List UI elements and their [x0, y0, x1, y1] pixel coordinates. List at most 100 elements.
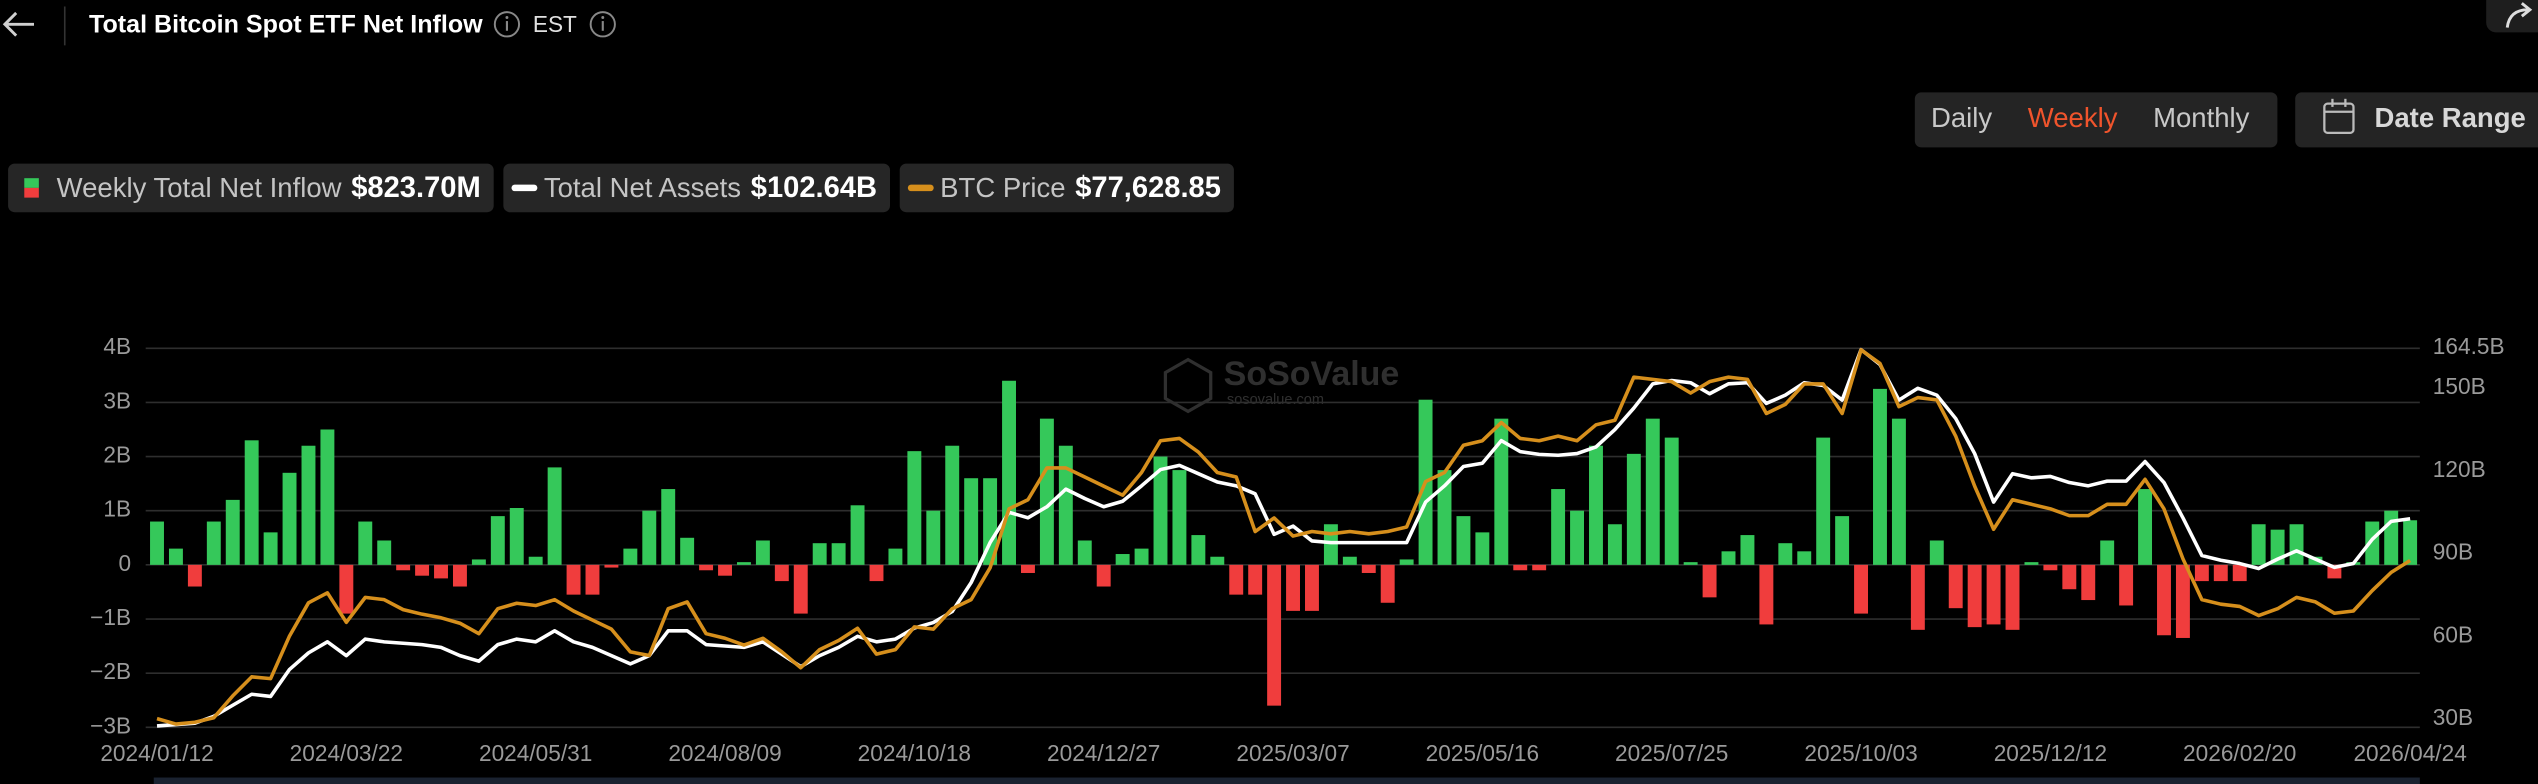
legend-swatch	[24, 178, 39, 188]
bar	[1286, 564, 1300, 611]
bar	[1134, 548, 1149, 565]
bar	[623, 548, 638, 565]
bar	[1626, 453, 1641, 565]
bar	[396, 564, 411, 571]
bar	[585, 564, 600, 595]
x-tick-label: 2025/05/16	[1426, 740, 1539, 766]
x-tick-label: 2025/03/07	[1236, 740, 1349, 766]
legend-item[interactable]	[503, 163, 891, 213]
bar	[604, 564, 619, 568]
bar	[1039, 418, 1054, 565]
bar	[869, 564, 884, 582]
y-tick-label: −3B	[90, 712, 131, 738]
bar	[1077, 540, 1092, 565]
bar	[1570, 510, 1585, 565]
bar	[1816, 437, 1831, 565]
bar	[2175, 564, 2190, 638]
bar	[2403, 520, 2418, 565]
legend-value: $823.70M	[351, 172, 480, 204]
bar	[244, 440, 259, 565]
bar	[1589, 445, 1603, 565]
bar	[793, 564, 808, 614]
watermark-brand: SoSoValue	[1224, 355, 1400, 393]
bar	[1683, 562, 1698, 565]
line	[156, 347, 2411, 728]
y2-tick-label: 120B	[2433, 456, 2486, 482]
bar	[1910, 564, 1925, 630]
date-range-button[interactable]	[2295, 92, 2538, 148]
bar	[755, 540, 770, 565]
x-tick-label: 2026/02/20	[2183, 740, 2296, 766]
period-option[interactable]: Daily	[1931, 102, 1992, 133]
bar	[225, 499, 240, 565]
y-tick-label: −1B	[90, 604, 131, 630]
bar	[434, 564, 448, 579]
bar	[1248, 564, 1263, 595]
bar	[964, 478, 979, 565]
bar	[2232, 564, 2247, 582]
bar	[718, 564, 732, 576]
bar	[983, 478, 998, 565]
range-slider[interactable]	[153, 777, 2420, 784]
bar	[1645, 418, 1660, 565]
bar	[1854, 564, 1869, 614]
bar	[1058, 445, 1073, 565]
bar	[945, 445, 960, 565]
period-switch	[1914, 92, 2278, 148]
bar	[206, 521, 221, 565]
legend-item[interactable]	[8, 163, 494, 213]
bar	[339, 564, 354, 614]
y-tick-label: 1B	[103, 496, 131, 522]
date-range-label[interactable]: Date Range	[2375, 102, 2526, 133]
bar	[1873, 388, 1887, 565]
info-icon[interactable]	[493, 11, 521, 38]
bar	[1210, 556, 1225, 565]
info-icon[interactable]	[589, 11, 616, 38]
bar	[1835, 516, 1850, 565]
bar	[1342, 556, 1357, 565]
bar	[926, 510, 941, 565]
legend-value: $102.64B	[751, 172, 877, 204]
x-tick-label: 2024/08/09	[668, 740, 781, 766]
bar	[1456, 516, 1471, 565]
bar	[736, 562, 751, 565]
bar	[187, 564, 202, 587]
y-tick-label: 0	[119, 550, 132, 576]
bar	[812, 543, 827, 565]
bar	[1891, 418, 1906, 565]
period-option[interactable]: Monthly	[2153, 102, 2250, 133]
bar	[1361, 564, 1376, 573]
y2-tick-label: 60B	[2433, 621, 2473, 647]
bar	[699, 564, 714, 571]
share-button[interactable]	[2486, 0, 2538, 33]
y-tick-label: 4B	[103, 333, 131, 359]
watermark: SoSoValue sosovalue.com	[1163, 355, 1400, 414]
bar	[452, 564, 467, 587]
y-tick-label: 3B	[103, 387, 131, 413]
timezone[interactable]: EST	[533, 11, 577, 37]
bar	[1967, 564, 1982, 628]
bar	[1607, 524, 1622, 565]
bar	[2119, 564, 2134, 606]
bar	[1494, 418, 1509, 565]
bar	[1002, 380, 1016, 565]
bar	[263, 532, 278, 565]
bar	[2384, 510, 2399, 565]
y2-tick-label: 90B	[2433, 539, 2473, 565]
bar	[1323, 524, 1338, 565]
bar	[1021, 564, 1035, 573]
bar	[680, 537, 695, 565]
bar	[2157, 564, 2171, 636]
bar	[1380, 564, 1395, 603]
bar	[1740, 535, 1755, 565]
x-tick-label: 2024/10/18	[858, 740, 971, 766]
period-option[interactable]: Weekly	[2028, 102, 2118, 133]
bar	[2043, 564, 2058, 571]
y2-tick-label: 30B	[2433, 704, 2473, 730]
legend-item[interactable]	[899, 163, 1234, 213]
x-tick-label: 2024/12/27	[1047, 740, 1160, 766]
back-button[interactable]	[2, 11, 34, 37]
bar	[2213, 564, 2228, 582]
bar	[2081, 564, 2096, 601]
bar	[1153, 456, 1168, 565]
